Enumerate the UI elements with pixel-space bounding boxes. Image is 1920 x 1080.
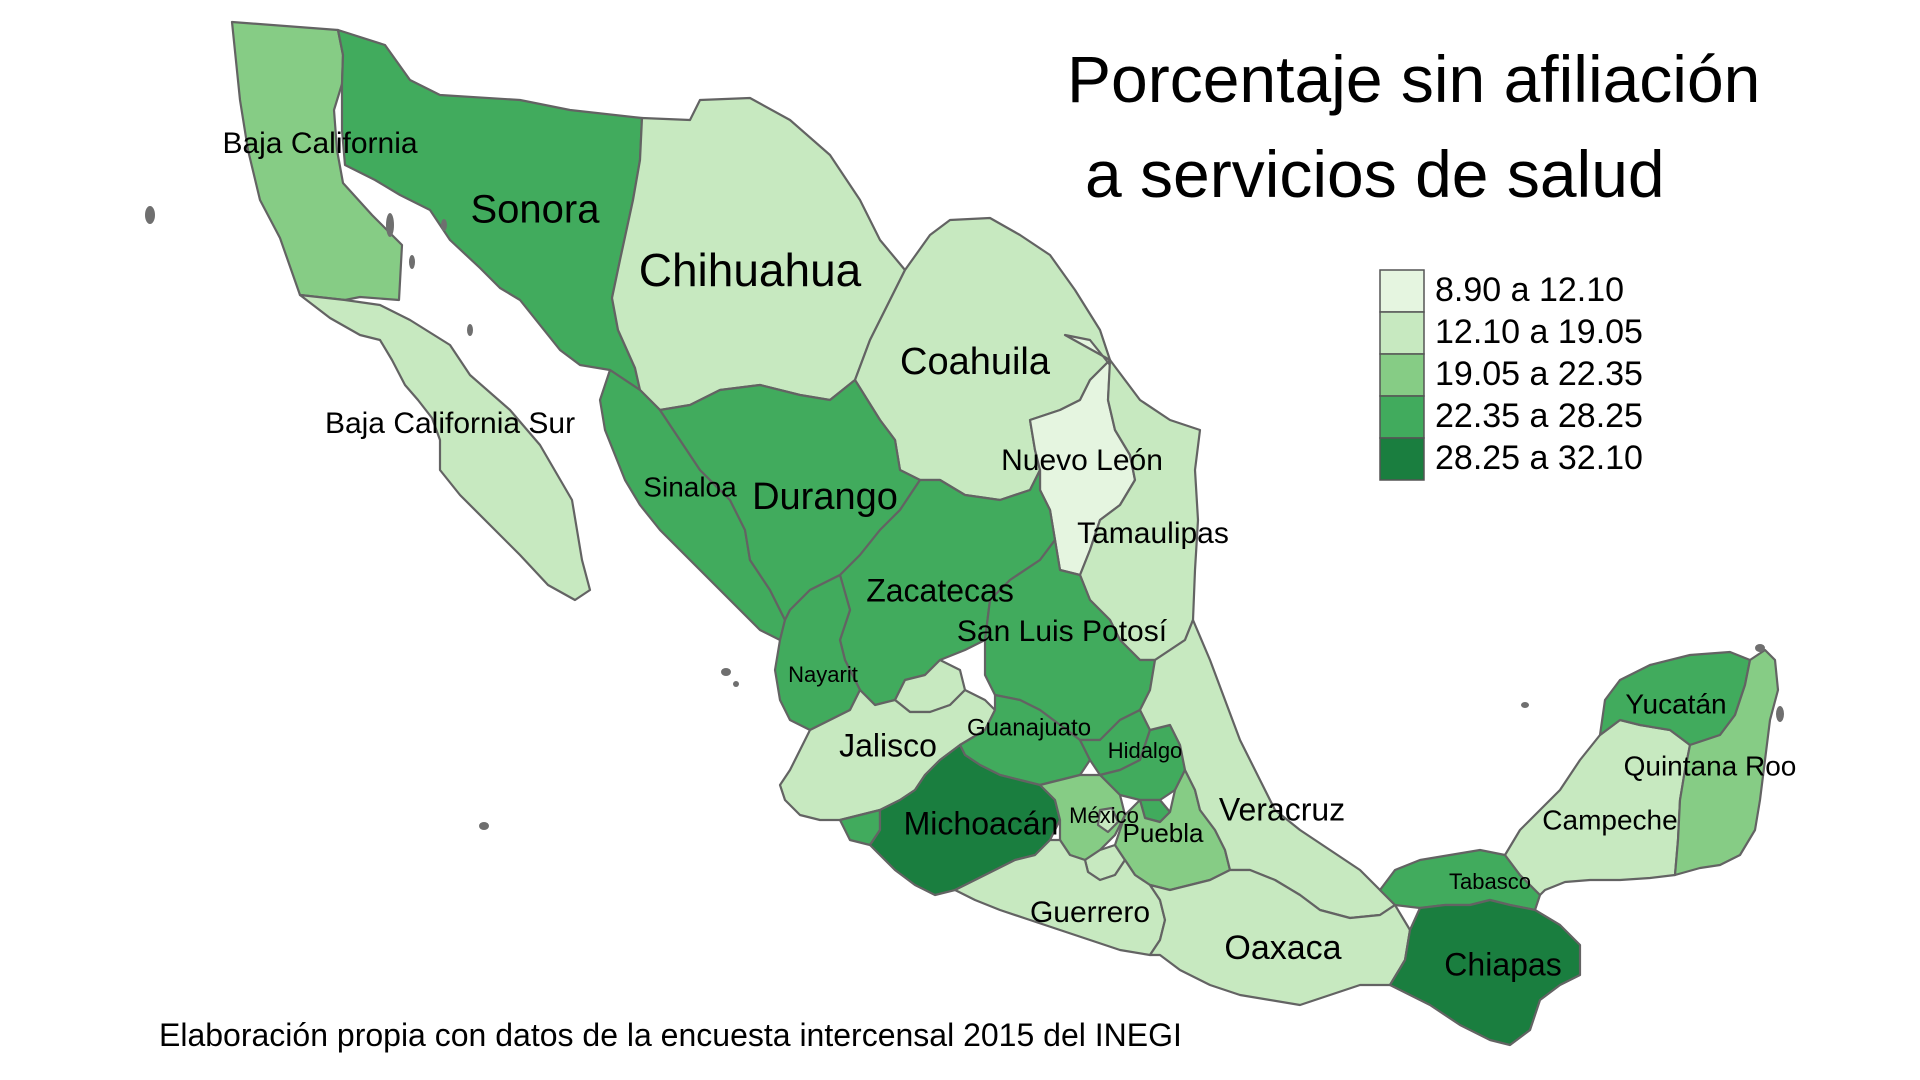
state-quintana-roo: [1673, 648, 1780, 877]
islands-layer: [145, 206, 1784, 830]
island: [721, 668, 731, 676]
island: [1755, 644, 1765, 652]
state-mexico: [1038, 773, 1127, 862]
state-label: Tamaulipas: [1077, 517, 1229, 550]
island: [409, 255, 415, 269]
state-baja-california-sur: [298, 293, 592, 602]
legend-label: 12.10 a 19.05: [1435, 313, 1643, 351]
island: [467, 324, 473, 336]
legend-swatch: [1379, 437, 1425, 481]
state-label: San Luis Potosí: [957, 615, 1168, 648]
legend-swatch: [1379, 269, 1425, 313]
legend-label: 22.35 a 28.25: [1435, 397, 1643, 435]
state-michoacan: [868, 743, 1062, 897]
state-label: Chiapas: [1444, 946, 1561, 982]
legend-label: 28.25 a 32.10: [1435, 439, 1643, 477]
state-label: Jalisco: [839, 727, 937, 763]
state-label: Nuevo León: [1001, 444, 1163, 477]
state-cdmx: [1096, 806, 1120, 834]
island: [386, 213, 394, 237]
legend-label: 8.90 a 12.10: [1435, 271, 1624, 309]
legend-swatch: [1379, 395, 1425, 439]
state-label: Durango: [752, 476, 898, 518]
source-caption: Elaboración propia con datos de la encue…: [159, 1017, 1182, 1053]
island: [1776, 706, 1784, 722]
state-label: Tabasco: [1449, 869, 1531, 894]
legend-label: 19.05 a 22.35: [1435, 355, 1643, 393]
state-label: Michoacán: [904, 805, 1059, 841]
state-label: Nayarit: [788, 662, 858, 687]
state-label: Baja California: [222, 127, 417, 160]
states-layer: [230, 20, 1780, 1047]
title-line-2: a servicios de salud: [1085, 137, 1665, 211]
state-label: Coahuila: [900, 341, 1051, 383]
state-label: Guanajuato: [967, 714, 1091, 741]
state-label: Guerrero: [1030, 896, 1150, 929]
legend-swatch: [1379, 353, 1425, 397]
state-label: Veracruz: [1219, 791, 1345, 827]
island: [1521, 702, 1529, 708]
state-sonora: [336, 28, 644, 392]
title-line-1: Porcentaje sin afiliación: [1067, 42, 1760, 116]
state-label: México: [1069, 803, 1139, 828]
state-label: Chihuahua: [639, 244, 862, 296]
map-title: Porcentaje sin afiliación a servicios de…: [1067, 42, 1760, 211]
legend: 8.90 a 12.10 12.10 a 19.05 19.05 a 22.35…: [1379, 269, 1643, 481]
island: [479, 822, 489, 830]
state-guerrero: [953, 838, 1167, 957]
state-label: Hidalgo: [1108, 738, 1183, 763]
state-label: Campeche: [1542, 804, 1677, 835]
state-label: Yucatán: [1625, 688, 1726, 719]
island: [145, 206, 155, 224]
state-chiapas: [1388, 898, 1582, 1047]
state-label: Quintana Roo: [1624, 750, 1797, 781]
island: [733, 681, 739, 687]
state-labels-layer: Baja California Baja California Sur Sono…: [222, 127, 1796, 983]
state-label: Sonora: [471, 188, 601, 232]
state-label: Sinaloa: [643, 471, 737, 502]
legend-swatch: [1379, 311, 1425, 355]
island: [441, 219, 447, 231]
state-label: Oaxaca: [1224, 929, 1341, 967]
state-label: Zacatecas: [866, 572, 1014, 608]
state-label: Baja California Sur: [325, 407, 575, 440]
state-label: Puebla: [1123, 818, 1204, 848]
